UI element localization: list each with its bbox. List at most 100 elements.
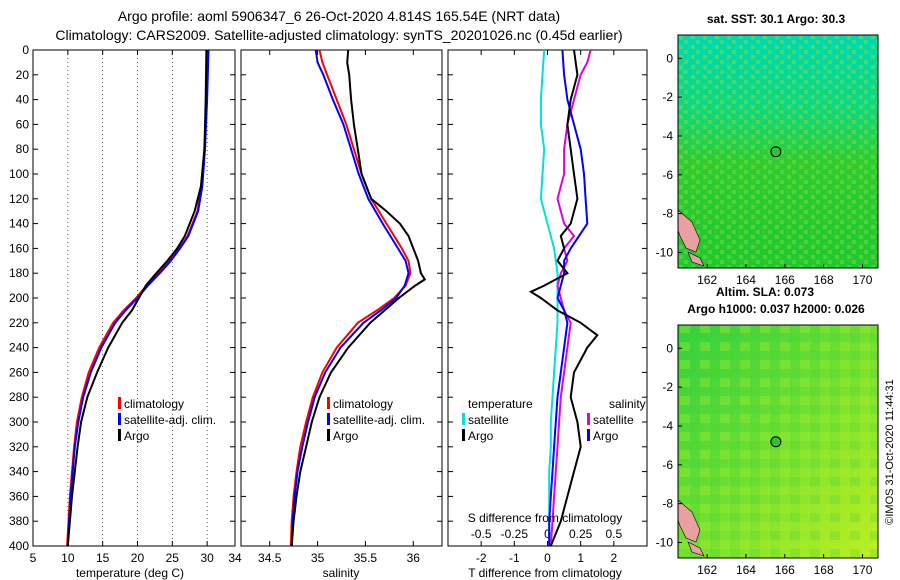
difference-xlabel: T difference from climatology [468, 566, 622, 580]
legend-argo: Argo [333, 429, 359, 443]
depth-tick-label: 160 [9, 241, 29, 255]
map-x-tick-label: 170 [852, 273, 872, 287]
x-tick-label: 1 [577, 551, 584, 565]
legend-swatch-satellite [327, 413, 330, 425]
x-tick-label: 34.5 [258, 551, 282, 565]
depth-tick-label: 120 [9, 192, 29, 206]
x-tick-label: 34 [228, 551, 242, 565]
temperature-panel: 0 20 40 60 80 100 120 140 160 180 200 220 240 260 280 3… [9, 43, 242, 580]
map-x-tick-label: 170 [852, 563, 872, 577]
map-y-tick-label: -6 [662, 458, 673, 472]
x-tick-label: 15 [96, 551, 110, 565]
legend-sal-satellite: satellite [593, 413, 634, 427]
legend-swatch-argo [118, 429, 121, 441]
legend-swatch-sal-satellite [587, 413, 590, 425]
legend-climatology: climatology [333, 397, 393, 411]
depth-tick-label: 40 [16, 93, 30, 107]
legend-swatch-sal-argo [587, 429, 590, 441]
sst-map-title: sat. SST: 30.1 Argo: 30.3 [707, 12, 846, 26]
x-tick-label: 20 [131, 551, 145, 565]
map-x-tick-label: 164 [736, 273, 756, 287]
x-top-tick-label: -0.5 [471, 527, 492, 541]
map-y-tick-label: -4 [662, 419, 673, 433]
x-tick-label: 2 [610, 551, 617, 565]
depth-tick-label: 360 [9, 489, 29, 503]
legend-satellite: satellite-adj. clim. [333, 413, 425, 427]
x-top-tick-label: 0 [544, 527, 551, 541]
x-top-tick-label: 0.5 [605, 527, 622, 541]
series-line-satellite-adj-clim- [290, 49, 410, 547]
salinity-panel: 34.5 35 35.5 36 salinity climatology satell… [240, 49, 443, 580]
sla-map-float-marker [770, 436, 782, 448]
depth-tick-label: 260 [9, 365, 29, 379]
x-tick-label: 30 [200, 551, 214, 565]
sla-map-frame [677, 324, 879, 559]
depth-tick-label: 300 [9, 415, 29, 429]
temperature-xlabel: temperature (deg C) [76, 566, 184, 580]
map-y-tick-label: -4 [662, 129, 673, 143]
figure-title-line2: Climatology: CARS2009. Satellite-adjuste… [55, 27, 622, 43]
legend-swatch-climatology [327, 397, 330, 409]
temperature-legend: climatology satellite-adj. clim. Argo [118, 397, 216, 443]
map-y-tick-label: -10 [656, 245, 674, 259]
sla-map-land-island [687, 541, 705, 557]
series-line-temperature-argo [548, 49, 589, 546]
depth-tick-label: 320 [9, 440, 29, 454]
map-y-tick-label: -8 [662, 207, 673, 221]
x-tick-label: 0 [544, 551, 551, 565]
x-tick-label: 10 [61, 551, 75, 565]
depth-tick-label: 20 [16, 68, 30, 82]
legend-sal-argo: Argo [593, 429, 619, 443]
legend-argo: Argo [124, 429, 150, 443]
map-y-tick-label: -8 [662, 497, 673, 511]
legend-swatch-satellite [118, 413, 121, 425]
legend-temperature-title: temperature [468, 397, 533, 411]
legend-temp-satellite: satellite [468, 413, 509, 427]
map-y-tick-label: 0 [666, 341, 673, 355]
legend-climatology: climatology [124, 397, 184, 411]
sla-map-title: Altim. SLA: 0.073 [716, 285, 814, 299]
map-x-tick-label: 166 [775, 273, 795, 287]
x-top-tick-label: 0.25 [569, 527, 593, 541]
legend-swatch-temp-satellite [462, 413, 465, 425]
sst-map-float-marker [770, 146, 782, 158]
depth-tick-label: 280 [9, 390, 29, 404]
difference-panel: -2 -1 0 1 2 -0.5 -0.25 0 0.25 0.5 T difference fr… [447, 49, 648, 580]
salinity-legend: climatology satellite-adj. clim. Argo [327, 397, 425, 443]
x-tick-label: 5 [30, 551, 37, 565]
map-y-tick-label: 0 [666, 51, 673, 65]
map-y-tick-label: -2 [662, 90, 673, 104]
depth-tick-label: 220 [9, 316, 29, 330]
series-line-salinity-argo [528, 49, 599, 547]
depth-tick-label: 0 [22, 43, 29, 57]
legend-salinity-title: salinity [609, 397, 646, 411]
depth-tick-label: 380 [9, 514, 29, 528]
x-top-tick-label: -0.25 [501, 527, 529, 541]
map-x-tick-label: 162 [697, 273, 717, 287]
depth-tick-label: 240 [9, 341, 29, 355]
map-x-tick-label: 162 [697, 563, 717, 577]
legend-swatch-temp-argo [462, 429, 465, 441]
legend-satellite: satellite-adj. clim. [124, 413, 216, 427]
sst-map-land-island [687, 251, 705, 267]
depth-tick-label: 340 [9, 465, 29, 479]
sst-map-panel: sat. SST: 30.1 Argo: 30.3 162 164 166 168 17… [656, 12, 879, 287]
salinity-axes-frame [240, 49, 443, 547]
legend-temp-argo: Argo [468, 429, 494, 443]
map-x-tick-label: 166 [775, 563, 795, 577]
legend-swatch-climatology [118, 397, 121, 409]
salinity-xlabel: salinity [323, 566, 360, 580]
figure-title-line1: Argo profile: aoml 5906347_6 26-Oct-2020… [118, 8, 560, 24]
legend-swatch-argo [327, 429, 330, 441]
map-y-tick-label: -10 [656, 535, 674, 549]
map-x-tick-label: 164 [736, 563, 756, 577]
copyright-stamp: ©IMOS 31-Oct-2020 11:44:31 [884, 379, 896, 524]
depth-tick-label: 60 [16, 117, 30, 131]
x-tick-label: 35 [311, 551, 325, 565]
series-line-salinity-satellite [549, 49, 592, 547]
difference-legend: temperature satellite Argo salinity sate… [462, 397, 646, 443]
map-y-tick-label: -6 [662, 168, 673, 182]
temperature-axes-frame [32, 49, 236, 547]
depth-tick-label: 140 [9, 217, 29, 231]
